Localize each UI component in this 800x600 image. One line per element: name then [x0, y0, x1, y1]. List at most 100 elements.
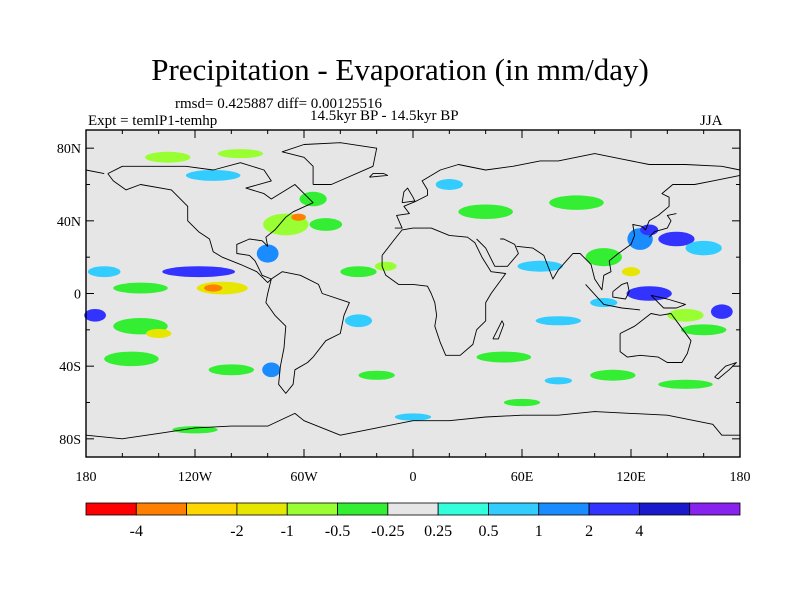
chart-title: Precipitation - Evaporation (in mm/day) — [151, 52, 649, 87]
coastline — [476, 238, 519, 267]
coastline — [85, 411, 740, 440]
coastline — [612, 282, 630, 300]
colorbar-swatch — [286, 502, 338, 516]
x-tick-label: 60W — [290, 470, 318, 485]
colorbar-swatch — [135, 502, 188, 516]
anomaly-cell — [145, 328, 172, 339]
anomaly-cell — [172, 426, 218, 434]
anomaly-cell — [503, 398, 541, 407]
coastline — [394, 153, 741, 229]
stats-line: rmsd= 0.425887 diff= 0.00125516 — [175, 96, 383, 112]
anomaly-cell — [162, 266, 235, 278]
x-tick-label: 180 — [730, 470, 751, 485]
colorbar-swatch — [186, 502, 238, 516]
coastline — [85, 169, 105, 175]
anomaly-cell — [658, 231, 695, 247]
anomaly-cell — [113, 282, 168, 294]
x-tick-label: 60E — [511, 470, 534, 485]
coastline — [619, 313, 692, 363]
colorbar-label: -0.25 — [371, 523, 404, 540]
anomaly-cell — [549, 195, 604, 210]
y-tick-label: 80N — [57, 142, 81, 157]
coastline — [492, 320, 505, 340]
anomaly-cell — [217, 149, 264, 159]
anomaly-cell — [590, 298, 618, 308]
x-tick-label: 120W — [178, 470, 213, 485]
colorbar-label: -0.5 — [325, 523, 350, 540]
anomaly-cell — [374, 261, 397, 271]
anomaly-cell — [344, 314, 373, 328]
colorbar-label: 0.25 — [424, 523, 452, 540]
colorbar-swatch — [689, 502, 741, 516]
y-tick-label: 80S — [59, 433, 81, 448]
period-label: 14.5kyr BP - 14.5kyr BP — [310, 108, 459, 124]
colorbar — [85, 502, 741, 516]
coastline — [585, 284, 641, 311]
coastline — [650, 294, 686, 309]
anomaly-field — [84, 130, 740, 457]
anomaly-cell — [544, 377, 572, 385]
season-label: JJA — [700, 113, 723, 129]
anomaly-cell — [145, 151, 191, 163]
coastline — [516, 174, 741, 291]
anomaly-cell — [621, 267, 641, 277]
anomaly-cell — [710, 304, 733, 319]
coastline — [281, 142, 378, 185]
anomaly-cell — [517, 260, 563, 272]
colorbar-label: 1 — [535, 523, 543, 540]
colorbar-swatch — [588, 502, 640, 516]
anomaly-cell — [340, 266, 377, 278]
coastline — [401, 187, 416, 204]
y-tick-label: 40S — [59, 360, 81, 375]
anomaly-cell — [667, 308, 704, 322]
colorbar-swatch — [85, 502, 137, 516]
anomaly-cell — [658, 379, 713, 389]
anomaly-cell — [208, 364, 255, 376]
anomaly-cell — [394, 413, 432, 421]
y-axis-tick-labels: 80N 40N 0 40S 80S — [57, 142, 81, 448]
anomaly-cell — [84, 308, 106, 322]
axis-ticks — [85, 130, 741, 457]
colorbar-label: -2 — [230, 523, 243, 540]
anomaly-cell — [104, 351, 159, 367]
anomaly-cell — [299, 191, 327, 207]
colorbar-label: -4 — [130, 523, 143, 540]
x-tick-label: 180 — [76, 470, 97, 485]
colorbar-swatch — [638, 502, 691, 516]
anomaly-cell — [680, 324, 727, 336]
anomaly-cell — [585, 248, 622, 267]
anomaly-cell — [262, 362, 281, 378]
colorbar-swatch — [437, 502, 489, 516]
colorbar-swatch — [387, 502, 439, 516]
y-tick-label: 0 — [74, 288, 81, 303]
x-tick-label: 0 — [410, 470, 417, 485]
anomaly-cell — [291, 213, 306, 221]
anomaly-cell — [590, 369, 636, 381]
coastlines — [85, 142, 741, 440]
anomaly-cell — [435, 179, 463, 190]
colorbar-swatch — [488, 502, 540, 516]
colorbar-swatch — [236, 502, 288, 516]
anomaly-cell — [204, 284, 223, 292]
y-tick-label: 40N — [57, 215, 81, 230]
colorbar-swatch — [538, 502, 590, 516]
colorbar-label: 2 — [585, 523, 593, 540]
anomaly-cell — [685, 240, 722, 256]
coastline — [107, 162, 314, 284]
anomaly-cell — [309, 218, 343, 231]
x-axis-tick-labels: 180 120W 60W 0 60E 120E 180 — [76, 470, 751, 485]
x-tick-label: 120E — [616, 470, 646, 485]
colorbar-label: 4 — [635, 523, 643, 540]
anomaly-cell — [256, 244, 279, 263]
colorbar-labels: -4 -2 -1 -0.5 -0.25 0.25 0.5 1 2 4 — [130, 523, 644, 540]
anomaly-cell — [458, 204, 513, 220]
anomaly-cell — [476, 351, 532, 363]
anomaly-cell — [87, 266, 121, 278]
anomaly-cell — [640, 224, 659, 236]
colorbar-swatch — [337, 502, 389, 516]
anomaly-cell — [185, 169, 241, 181]
anomaly-cell — [535, 316, 582, 326]
anomaly-cell — [358, 370, 395, 380]
colorbar-label: -1 — [281, 523, 294, 540]
